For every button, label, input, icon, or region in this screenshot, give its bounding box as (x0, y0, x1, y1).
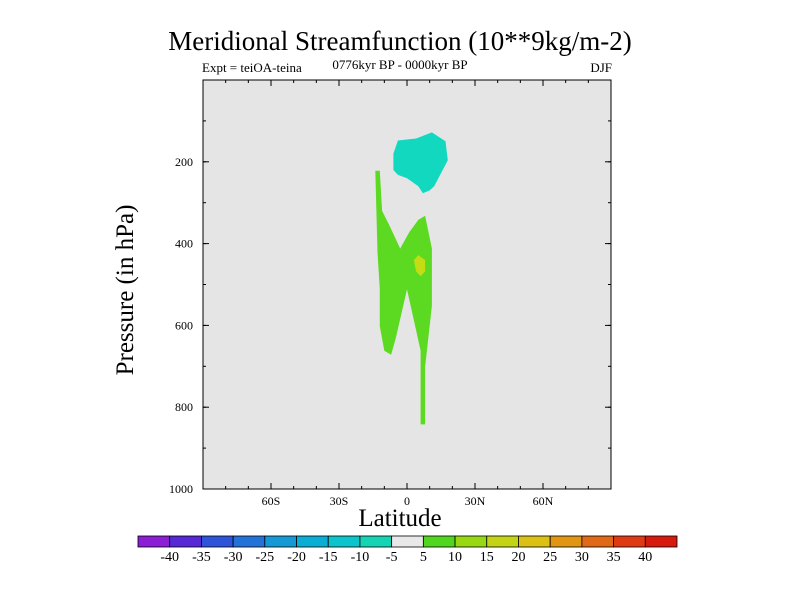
colorbar-swatch (327, 535, 361, 548)
plot-area: 60S 30S 0 30N 60N 200 400 600 800 1000 (169, 79, 612, 508)
contour-region-0 (393, 132, 448, 194)
x-tick-label: 30S (330, 494, 349, 508)
chart-title: Meridional Streamfunction (10**9kg/m-2) (168, 26, 632, 56)
colorbar-swatch (359, 535, 393, 548)
colorbar-label: 15 (480, 550, 494, 565)
colorbar-label: 30 (575, 550, 589, 565)
colorbar-label: 25 (543, 550, 557, 565)
colorbar-swatch (137, 535, 171, 548)
colorbar-swatch (391, 535, 424, 548)
colorbar-swatch (581, 535, 614, 548)
colorbar-label: -30 (224, 550, 243, 565)
contour-region-1 (375, 170, 432, 425)
x-axis-title: Latitude (358, 505, 442, 532)
colorbar-label: 10 (448, 550, 462, 565)
x-tick-label: 60S (262, 494, 281, 508)
experiment-label: Expt = teiOA-teina (202, 60, 302, 75)
colorbar-label: 5 (420, 550, 427, 565)
y-tick-label: 800 (175, 400, 193, 414)
colorbar-swatch (518, 535, 551, 548)
x-tick-label: 60N (533, 494, 554, 508)
colorbar: -40 -35 -30 -25 -20 -15 -10 -5 5 10 15 20 25 30 35 40 (137, 535, 678, 565)
colorbar-label: -35 (192, 550, 211, 565)
y-tick-label: 200 (175, 155, 193, 169)
colorbar-swatch (169, 535, 202, 548)
colorbar-swatch (232, 535, 266, 548)
y-tick-label: 600 (175, 318, 193, 332)
y-tick-label: 400 (175, 237, 193, 251)
colorbar-label: -20 (287, 550, 306, 565)
x-tick-label: 0 (404, 494, 410, 508)
colorbar-label: 35 (607, 550, 621, 565)
colorbar-label: 20 (511, 550, 525, 565)
colorbar-swatch (549, 535, 583, 548)
colorbar-swatch (454, 535, 488, 548)
colorbar-swatch (613, 535, 646, 548)
colorbar-label: -10 (351, 550, 370, 565)
period-label: 0776kyr BP - 0000kyr BP (332, 57, 468, 72)
colorbar-swatch (422, 535, 456, 548)
colorbar-label: 40 (638, 550, 652, 565)
x-tick-label: 30N (465, 494, 486, 508)
colorbar-label: -5 (386, 550, 398, 565)
colorbar-label: -25 (255, 550, 274, 565)
y-tick-label: 1000 (169, 482, 193, 496)
colorbar-label: -15 (319, 550, 338, 565)
contour-region-2 (413, 255, 426, 277)
colorbar-swatch (644, 535, 678, 548)
colorbar-swatch (296, 535, 329, 548)
colorbar-swatch (264, 535, 297, 548)
colorbar-label: -40 (160, 550, 179, 565)
colorbar-swatch (201, 535, 234, 548)
season-label: DJF (590, 60, 612, 75)
colorbar-swatch (486, 535, 519, 548)
